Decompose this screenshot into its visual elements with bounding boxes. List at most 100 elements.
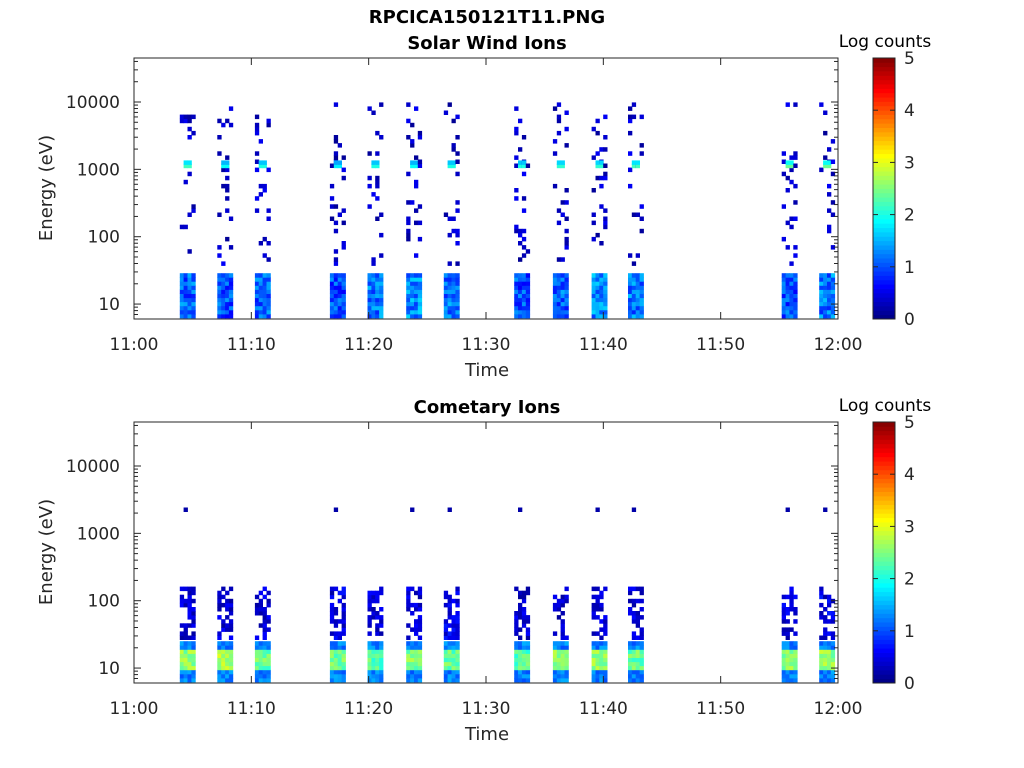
heatmap-cell xyxy=(599,670,603,675)
heatmap-cell xyxy=(184,649,188,654)
heatmap-cell xyxy=(414,658,418,663)
heatmap-cell xyxy=(368,294,372,299)
heatmap-cell xyxy=(452,147,456,152)
heatmap-cell xyxy=(452,645,456,650)
heatmap-cell xyxy=(782,172,786,177)
heatmap-cell xyxy=(827,277,831,282)
colorbar-segment xyxy=(873,444,895,449)
heatmap-cell xyxy=(782,674,786,679)
heatmap-cell xyxy=(522,281,526,286)
heatmap-cell xyxy=(406,135,410,140)
heatmap-cell xyxy=(368,670,372,675)
heatmap-cell xyxy=(592,654,596,659)
heatmap-cell xyxy=(180,641,184,646)
colorbar-segment xyxy=(873,206,895,211)
heatmap-cell xyxy=(225,627,229,632)
heatmap-cell xyxy=(628,587,632,592)
heatmap-cell xyxy=(188,310,192,315)
heatmap-cell xyxy=(221,619,225,624)
colorbar-segment xyxy=(873,189,895,194)
heatmap-cell xyxy=(221,623,225,628)
heatmap-cell xyxy=(819,645,823,650)
heatmap-cell xyxy=(640,151,644,156)
heatmap-cell xyxy=(217,310,221,315)
heatmap-cell xyxy=(603,225,607,230)
heatmap-cell xyxy=(225,670,229,675)
solar-wind-ions-panel: Solar Wind Ions Time Energy (eV) Log cou… xyxy=(36,32,931,381)
heatmap-cell xyxy=(406,623,410,628)
heatmap-cell xyxy=(191,615,195,620)
heatmap-cell xyxy=(410,200,414,205)
heatmap-cell xyxy=(342,603,346,608)
heatmap-cell xyxy=(789,670,793,675)
heatmap-cell xyxy=(452,281,456,286)
heatmap-cell xyxy=(455,277,459,282)
heatmap-cell xyxy=(518,654,522,659)
heatmap-cell xyxy=(448,294,452,299)
heatmap-cell xyxy=(628,670,632,675)
heatmap-cell xyxy=(522,649,526,654)
heatmap-cell xyxy=(565,273,569,278)
heatmap-cell xyxy=(793,281,797,286)
heatmap-cell xyxy=(263,298,267,303)
heatmap-cell xyxy=(786,306,790,311)
heatmap-cell xyxy=(368,151,372,156)
heatmap-cell xyxy=(455,290,459,295)
heatmap-cell xyxy=(565,658,569,663)
heatmap-cell xyxy=(603,615,607,620)
heatmap-cell xyxy=(640,641,644,646)
heatmap-cell xyxy=(338,619,342,624)
colorbar: 012345 xyxy=(873,49,915,330)
heatmap-cell xyxy=(522,615,526,620)
heatmap-cell xyxy=(553,294,557,299)
heatmap-cell xyxy=(418,674,422,679)
heatmap-cell xyxy=(786,670,790,675)
heatmap-cell xyxy=(410,281,414,286)
heatmap-cell xyxy=(557,658,561,663)
heatmap-cell xyxy=(217,290,221,295)
heatmap-cell xyxy=(418,290,422,295)
heatmap-cell xyxy=(565,306,569,311)
heatmap-cell xyxy=(184,290,188,295)
heatmap-cell xyxy=(603,285,607,290)
heatmap-cell xyxy=(448,298,452,303)
heatmap-cell xyxy=(371,595,375,600)
heatmap-cell xyxy=(823,658,827,663)
heatmap-cell xyxy=(191,310,195,315)
heatmap-cell xyxy=(263,310,267,315)
heatmap-cell xyxy=(522,298,526,303)
heatmap-cell xyxy=(180,623,184,628)
heatmap-cell xyxy=(334,102,338,107)
heatmap-cell xyxy=(217,285,221,290)
heatmap-cell xyxy=(375,180,379,185)
heatmap-cell xyxy=(188,607,192,612)
heatmap-cell xyxy=(561,619,565,624)
heatmap-cell xyxy=(599,298,603,303)
heatmap-cell xyxy=(259,658,263,663)
heatmap-cell xyxy=(448,281,452,286)
heatmap-cell xyxy=(782,631,786,636)
heatmap-cell xyxy=(338,277,342,282)
heatmap-cell xyxy=(184,302,188,307)
heatmap-cell xyxy=(636,290,640,295)
heatmap-cell xyxy=(518,281,522,286)
heatmap-cell xyxy=(371,111,375,116)
heatmap-cell xyxy=(632,674,636,679)
heatmap-cell xyxy=(603,298,607,303)
heatmap-cell xyxy=(455,627,459,632)
heatmap-cell xyxy=(557,285,561,290)
heatmap-cell xyxy=(632,678,636,683)
colorbar-segment xyxy=(873,297,895,302)
heatmap-cell xyxy=(217,135,221,140)
heatmap-cell xyxy=(557,294,561,299)
heatmap-cell xyxy=(263,294,267,299)
heatmap-cell xyxy=(255,281,259,286)
heatmap-cell xyxy=(793,619,797,624)
colorbar-segment xyxy=(873,622,895,627)
heatmap-cell xyxy=(225,607,229,612)
heatmap-cell xyxy=(338,294,342,299)
heatmap-cell xyxy=(827,595,831,600)
heatmap-cell xyxy=(636,213,640,218)
colorbar-tick-label: 1 xyxy=(904,622,915,642)
heatmap-cell xyxy=(789,641,793,646)
